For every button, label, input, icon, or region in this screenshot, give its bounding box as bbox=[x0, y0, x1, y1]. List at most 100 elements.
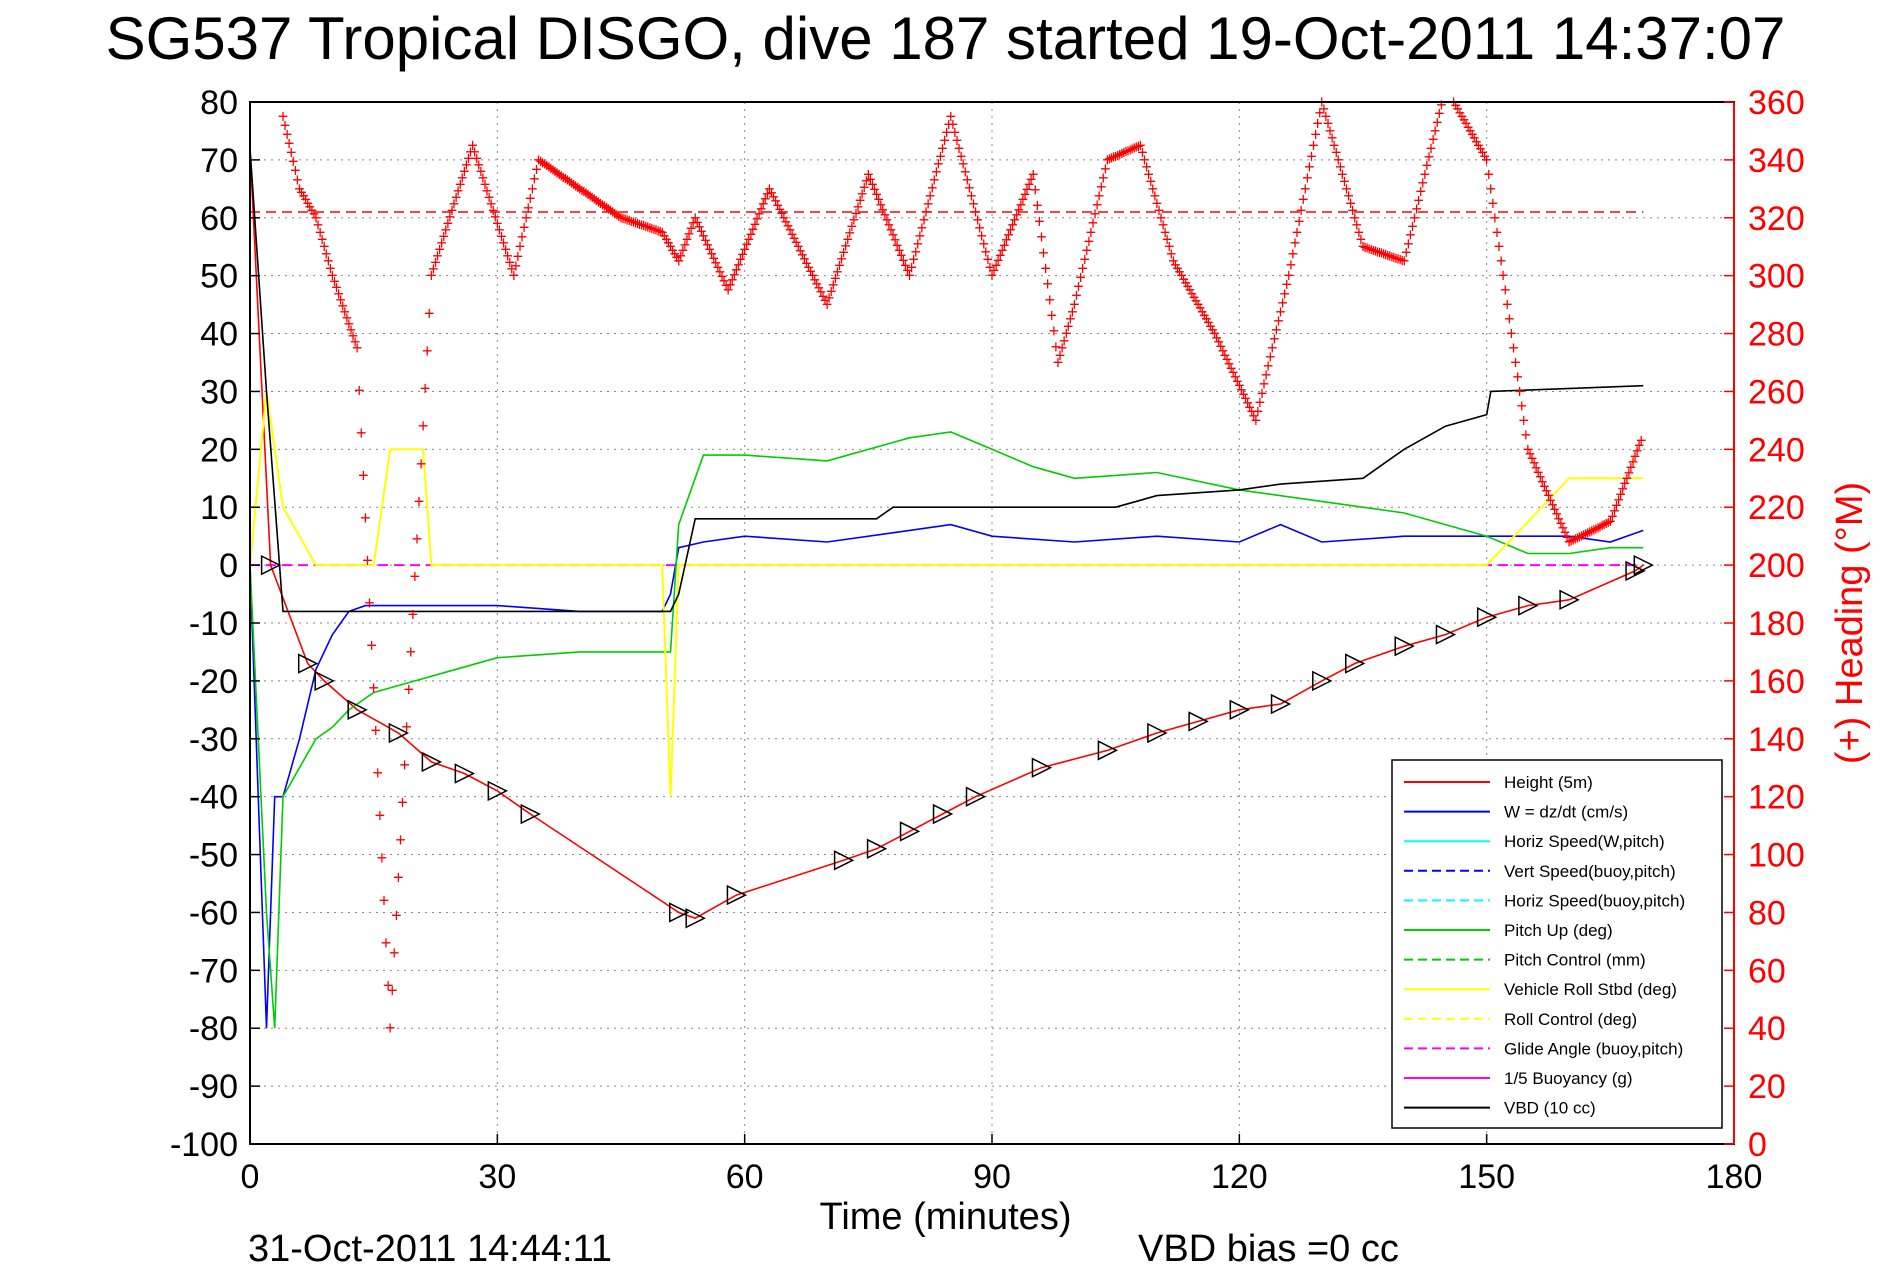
y-right-tick-label: 340 bbox=[1748, 142, 1805, 180]
heading-marker: + bbox=[1319, 99, 1330, 119]
heading-marker: + bbox=[1591, 519, 1602, 539]
heading-marker: + bbox=[890, 230, 901, 250]
heading-marker: + bbox=[1428, 130, 1439, 150]
y-right-tick-label: 40 bbox=[1748, 1010, 1786, 1048]
series-layer bbox=[249, 148, 1644, 1029]
heading-marker: + bbox=[395, 830, 406, 850]
heading-marker: + bbox=[585, 186, 596, 206]
heading-marker: + bbox=[286, 143, 297, 163]
height-marker bbox=[965, 786, 987, 807]
legend-label: 1/5 Buoyancy (g) bbox=[1504, 1069, 1633, 1088]
heading-marker: + bbox=[799, 249, 810, 269]
y-right-tick-label: 300 bbox=[1748, 258, 1805, 296]
heading-marker: + bbox=[527, 179, 538, 199]
heading-marker: + bbox=[913, 234, 924, 254]
heading-marker: + bbox=[1129, 138, 1140, 158]
heading-marker: + bbox=[1519, 410, 1530, 430]
heading-marker: + bbox=[1133, 136, 1144, 156]
heading-marker: + bbox=[482, 181, 493, 201]
heading-marker: + bbox=[1277, 293, 1288, 313]
heading-marker: + bbox=[1533, 462, 1544, 482]
heading-marker: + bbox=[783, 216, 794, 236]
heading-marker: + bbox=[842, 229, 853, 249]
x-tick-label: 60 bbox=[726, 1158, 764, 1196]
y-axis-right: 3603403203002802602402202001801601401201… bbox=[1724, 84, 1805, 1164]
heading-marker: + bbox=[1327, 128, 1338, 148]
heading-marker: + bbox=[1325, 121, 1336, 141]
heading-marker: + bbox=[1001, 230, 1012, 250]
heading-marker: + bbox=[826, 282, 837, 302]
height-marker bbox=[899, 821, 921, 842]
heading-marker: + bbox=[564, 172, 575, 192]
heading-marker: + bbox=[746, 224, 757, 244]
heading-marker: + bbox=[370, 721, 381, 741]
heading-marker: + bbox=[537, 153, 548, 173]
heading-marker: + bbox=[1510, 353, 1521, 373]
legend-label: Vehicle Roll Stbd (deg) bbox=[1504, 980, 1677, 999]
heading-marker: + bbox=[1191, 291, 1202, 311]
heading-marker: + bbox=[669, 244, 680, 264]
heading-marker: + bbox=[288, 152, 299, 172]
heading-marker: + bbox=[333, 284, 344, 304]
heading-marker: + bbox=[622, 210, 633, 230]
heading-marker: + bbox=[628, 212, 639, 232]
heading-marker: + bbox=[552, 163, 563, 183]
heading-marker: + bbox=[1263, 356, 1274, 376]
heading-marker: + bbox=[1071, 286, 1082, 306]
heading-marker: + bbox=[465, 142, 476, 162]
heading-marker: + bbox=[832, 262, 843, 282]
heading-marker: + bbox=[315, 222, 326, 242]
heading-marker: + bbox=[346, 320, 357, 340]
heading-marker: + bbox=[1587, 521, 1598, 541]
heading-marker: + bbox=[1481, 150, 1492, 170]
heading-marker: + bbox=[1453, 99, 1464, 119]
heading-marker: + bbox=[1607, 506, 1618, 526]
heading-marker: + bbox=[939, 130, 950, 150]
height-marker bbox=[1270, 693, 1292, 715]
heading-marker: + bbox=[902, 261, 913, 281]
heading-marker: + bbox=[1479, 146, 1490, 166]
heading-marker: + bbox=[325, 258, 336, 278]
heading-marker: + bbox=[618, 209, 629, 229]
heading-marker: + bbox=[327, 266, 338, 286]
heading-marker: + bbox=[323, 251, 334, 271]
heading-marker: + bbox=[1150, 186, 1161, 206]
heading-marker: + bbox=[892, 235, 903, 255]
heading-marker: + bbox=[1057, 338, 1068, 358]
heading-marker: + bbox=[640, 216, 651, 236]
heading-marker: + bbox=[1014, 200, 1025, 220]
heading-marker: + bbox=[1595, 517, 1606, 537]
heading-marker: + bbox=[1605, 512, 1616, 532]
heading-marker: + bbox=[406, 642, 417, 662]
heading-marker: + bbox=[836, 249, 847, 269]
heading-marker: + bbox=[1409, 208, 1420, 228]
heading-marker: + bbox=[803, 257, 814, 277]
heading-marker: + bbox=[278, 106, 289, 126]
heading-marker: + bbox=[1300, 179, 1311, 199]
heading-marker: + bbox=[1211, 328, 1222, 348]
heading-marker: + bbox=[1329, 135, 1340, 155]
heading-marker: + bbox=[424, 303, 435, 323]
heading-marker: + bbox=[1535, 467, 1546, 487]
heading-marker: + bbox=[855, 190, 866, 210]
heading-marker: + bbox=[1508, 338, 1519, 358]
heading-marker: + bbox=[302, 193, 313, 213]
heading-marker: + bbox=[1504, 309, 1515, 329]
heading-marker: + bbox=[849, 210, 860, 230]
height-marker bbox=[1188, 711, 1209, 732]
heading-marker: + bbox=[420, 379, 431, 399]
heading-marker: + bbox=[1135, 135, 1146, 155]
heading-marker: + bbox=[1463, 117, 1474, 137]
heading-marker: + bbox=[867, 174, 878, 194]
heading-marker: + bbox=[284, 134, 295, 154]
heading-marker: + bbox=[610, 203, 621, 223]
heading-marker: + bbox=[1236, 380, 1247, 400]
heading-marker: + bbox=[1022, 180, 1033, 200]
heading-marker: + bbox=[1341, 179, 1352, 199]
heading-marker: + bbox=[1007, 215, 1018, 235]
heading-marker: + bbox=[1599, 515, 1610, 535]
heading-marker: + bbox=[515, 237, 526, 257]
footer-date: 31-Oct-2011 14:44:11 bbox=[248, 1228, 613, 1270]
heading-marker: + bbox=[1302, 168, 1313, 188]
heading-marker: + bbox=[1228, 363, 1239, 383]
